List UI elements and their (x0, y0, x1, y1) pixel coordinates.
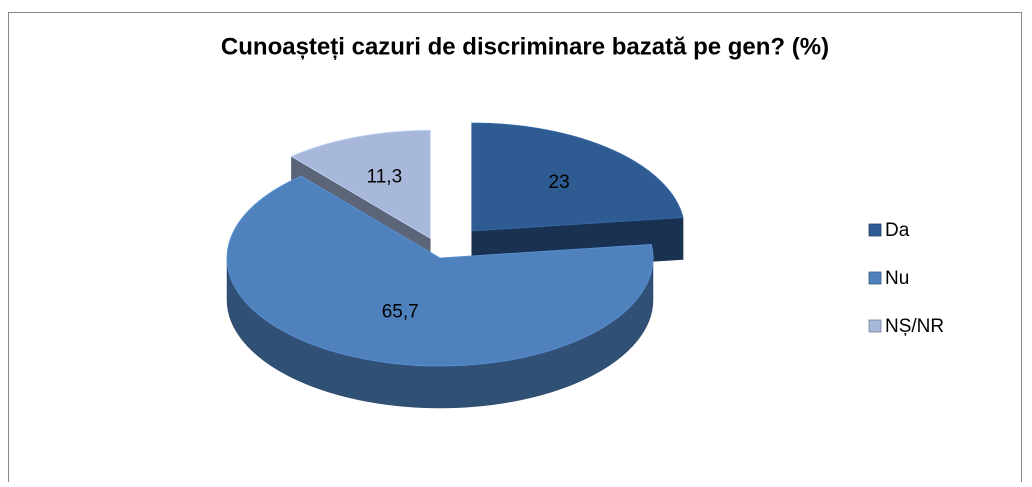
legend-label: NȘ/NR (885, 316, 944, 337)
pie-slice (290, 129, 431, 240)
legend-label: Nu (885, 268, 909, 289)
pie-slice (226, 175, 654, 367)
data-label: 65,7 (382, 301, 419, 322)
data-label: 23 (549, 172, 570, 193)
legend-swatch (868, 223, 882, 237)
pie-slice (471, 122, 684, 232)
legend-swatch (868, 271, 882, 285)
data-label: 11,3 (367, 167, 403, 188)
legend-label: Da (885, 220, 910, 241)
legend-swatch (868, 319, 882, 333)
chart-title: Cunoașteți cazuri de discriminare bazată… (221, 33, 829, 60)
